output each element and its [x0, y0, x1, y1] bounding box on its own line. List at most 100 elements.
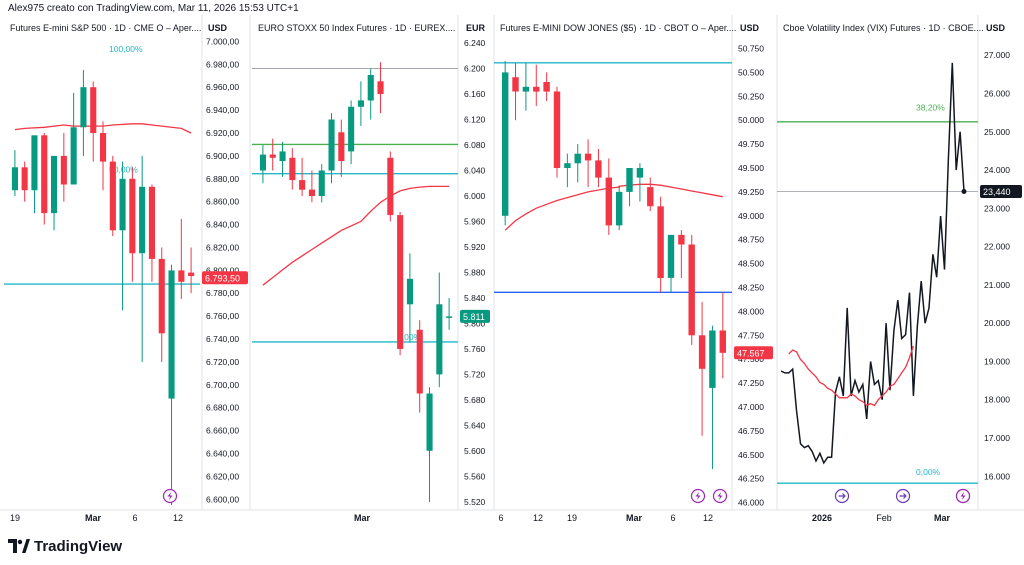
candle[interactable]	[80, 70, 87, 156]
candle[interactable]	[688, 234, 695, 345]
candle[interactable]	[698, 301, 706, 436]
y-tick-label: 6.860,00	[206, 197, 239, 207]
y-tick-label: 18.000	[984, 395, 1010, 405]
candle[interactable]	[667, 234, 675, 293]
y-tick-label: 5.800	[464, 318, 486, 328]
candle[interactable]	[328, 113, 335, 184]
candle[interactable]	[259, 145, 266, 184]
candle[interactable]	[60, 133, 67, 202]
y-tick-label: 46.000	[738, 498, 764, 508]
candle[interactable]	[584, 139, 592, 188]
candle[interactable]	[338, 119, 345, 177]
y-tick-label: 48.000	[738, 306, 764, 316]
candle[interactable]	[299, 157, 306, 197]
chart-panel-4[interactable]: Cboe Volatility Index (VIX) Futures · 1D…	[777, 23, 1022, 523]
candle[interactable]	[119, 161, 126, 311]
chart-panel-3[interactable]: Futures E-MINI DOW JONES ($5) · 1D · CBO…	[494, 23, 773, 523]
candle[interactable]	[626, 168, 633, 207]
candle[interactable]	[348, 100, 355, 165]
lightning-event-icon[interactable]	[690, 488, 706, 504]
candle[interactable]	[502, 60, 509, 226]
candle[interactable]	[11, 150, 18, 196]
candle[interactable]	[289, 148, 296, 190]
arrow-event-icon[interactable]	[834, 488, 850, 504]
y-tick-label: 46.750	[738, 426, 764, 436]
price-line	[780, 62, 965, 465]
candle[interactable]	[318, 164, 325, 203]
candle[interactable]	[436, 272, 443, 388]
candle[interactable]	[139, 155, 146, 362]
candle[interactable]	[543, 72, 550, 102]
candle[interactable]	[605, 158, 612, 235]
candle[interactable]	[178, 218, 185, 299]
y-tick-label: 49.250	[738, 187, 764, 197]
y-tick-label: 26.000	[984, 89, 1010, 99]
chart-panel-1[interactable]: Futures E-mini S&P 500 · 1D · CME O – Ap…	[4, 23, 248, 523]
candle[interactable]	[416, 320, 423, 413]
fib-level-label: 38,20%	[916, 102, 945, 112]
fib-level-label: 50,00%	[109, 164, 138, 174]
y-tick-label: 49.500	[738, 163, 764, 173]
candle[interactable]	[595, 148, 602, 188]
candle[interactable]	[148, 184, 155, 282]
y-tick-label: 19.000	[984, 356, 1010, 366]
chart-header: Alex975 creato con TradingView.com, Mar …	[8, 3, 299, 14]
last-price-label: 5.811	[460, 309, 490, 323]
candle[interactable]	[678, 230, 685, 278]
candle[interactable]	[647, 177, 654, 212]
candle[interactable]	[279, 141, 286, 177]
last-price-text: 23,440	[983, 187, 1011, 197]
candle[interactable]	[188, 247, 195, 294]
candle[interactable]	[533, 64, 540, 106]
currency-label: USD	[986, 23, 1006, 33]
candle[interactable]	[574, 144, 581, 183]
candle[interactable]	[377, 62, 384, 114]
candle[interactable]	[406, 253, 413, 343]
candle[interactable]	[564, 153, 571, 188]
candle[interactable]	[269, 138, 276, 171]
lightning-event-icon[interactable]	[712, 488, 728, 504]
lightning-event-icon[interactable]	[955, 488, 971, 504]
candle[interactable]	[357, 81, 364, 126]
candle[interactable]	[129, 167, 136, 282]
candle[interactable]	[31, 135, 38, 214]
candle[interactable]	[308, 170, 315, 203]
y-tick-label: 6.840,00	[206, 220, 239, 230]
candle[interactable]	[41, 133, 48, 225]
candle[interactable]	[397, 211, 404, 356]
candle[interactable]	[512, 62, 519, 121]
candle[interactable]	[446, 297, 453, 330]
candle[interactable]	[709, 325, 716, 470]
y-tick-label: 47.250	[738, 378, 764, 388]
candle[interactable]	[636, 163, 644, 202]
candle[interactable]	[719, 292, 726, 379]
fib-level-label: 0,00%	[916, 467, 941, 477]
currency-label: EUR	[466, 23, 486, 33]
candle[interactable]	[168, 264, 175, 505]
y-tick-label: 6.200	[464, 64, 486, 74]
y-tick-label: 6.900,00	[206, 151, 239, 161]
moving-average-line	[262, 185, 450, 286]
y-tick-label: 22.000	[984, 242, 1010, 252]
y-tick-label: 5.720	[464, 369, 486, 379]
candle[interactable]	[426, 387, 433, 502]
candle[interactable]	[70, 92, 77, 185]
candle[interactable]	[158, 247, 165, 362]
lightning-event-icon[interactable]	[162, 488, 178, 504]
chart-panel-2[interactable]: EURO STOXX 50 Index Futures · 1D · EUREX…	[252, 23, 490, 523]
candle[interactable]	[21, 161, 28, 202]
y-tick-label: 6.700,00	[206, 380, 239, 390]
candle[interactable]	[367, 68, 374, 120]
candle[interactable]	[90, 81, 97, 162]
y-tick-label: 6.120	[464, 115, 486, 125]
candle[interactable]	[51, 155, 58, 231]
candle[interactable]	[657, 196, 664, 293]
y-tick-label: 6.960,00	[206, 82, 239, 92]
candle[interactable]	[522, 62, 530, 111]
candle[interactable]	[100, 121, 107, 191]
candle[interactable]	[553, 86, 561, 178]
candle[interactable]	[109, 155, 116, 237]
candle[interactable]	[616, 187, 623, 231]
arrow-event-icon[interactable]	[895, 488, 911, 504]
candle[interactable]	[387, 151, 394, 222]
